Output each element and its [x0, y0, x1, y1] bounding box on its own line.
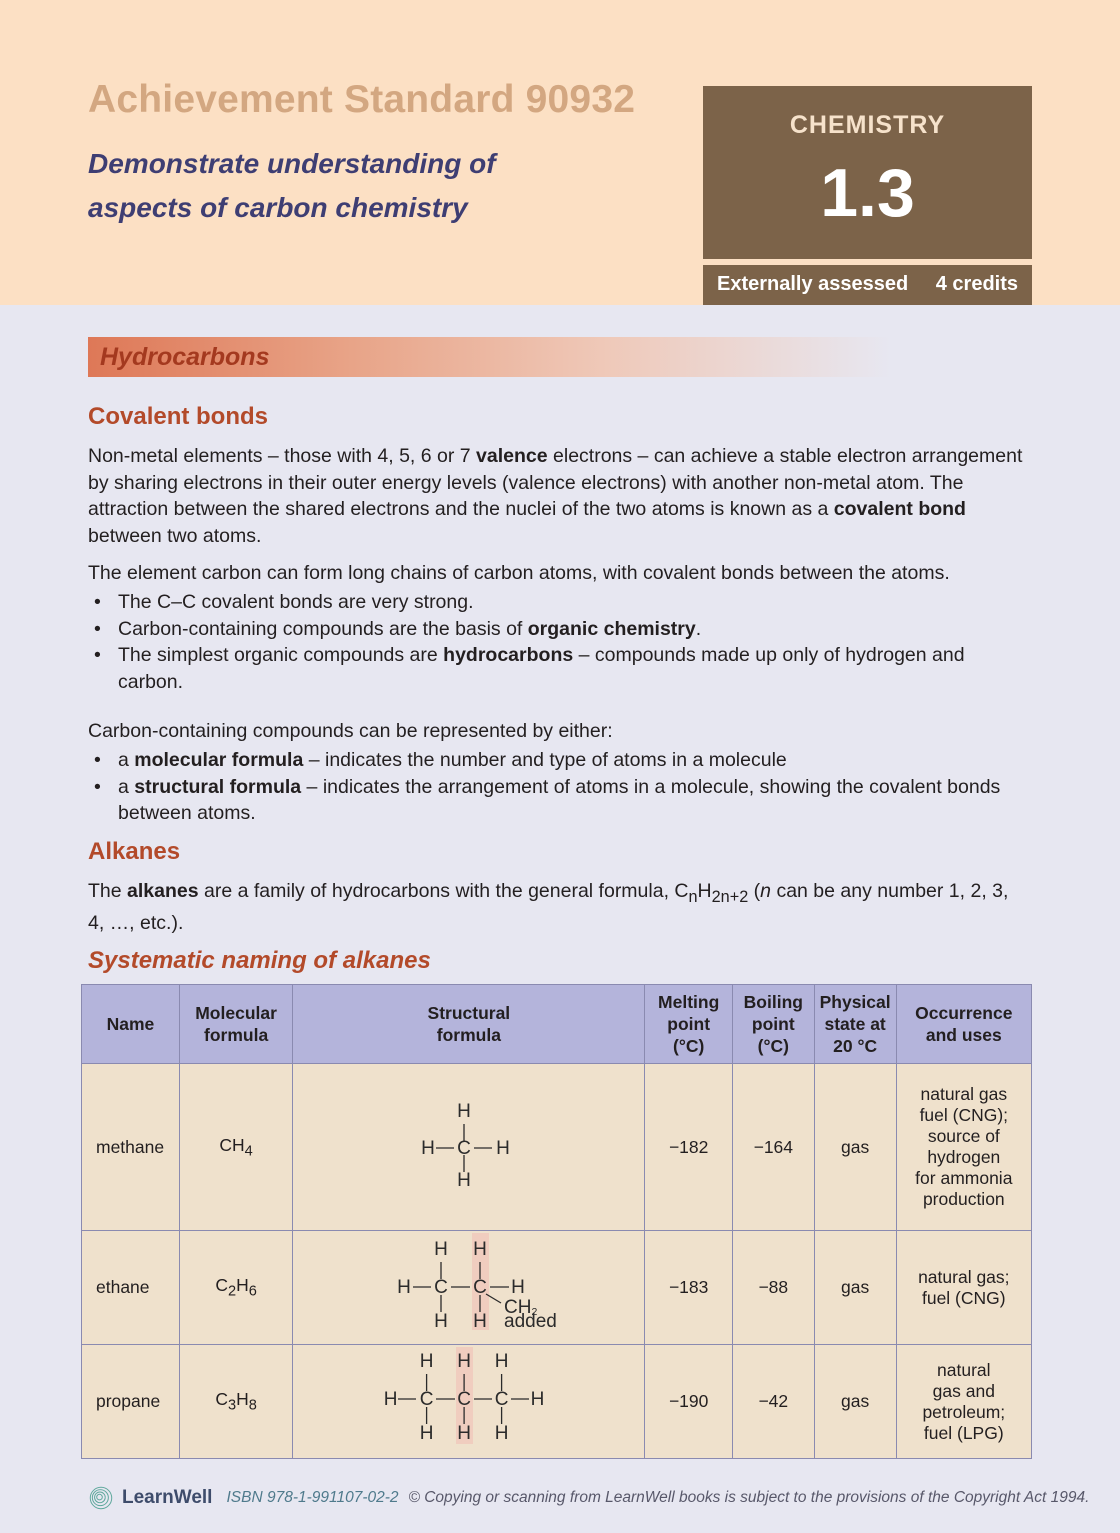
svg-text:added: added [504, 1311, 557, 1332]
svg-text:H: H [458, 1351, 472, 1372]
svg-text:H: H [496, 1138, 510, 1159]
svg-text:C: C [434, 1277, 448, 1298]
svg-text:H: H [495, 1351, 509, 1372]
svg-text:H: H [473, 1311, 487, 1332]
svg-text:H: H [531, 1389, 545, 1410]
svg-text:H: H [421, 1138, 435, 1159]
svg-text:H: H [458, 1423, 472, 1444]
svg-text:H: H [434, 1239, 448, 1260]
svg-text:C: C [458, 1389, 472, 1410]
svg-text:H: H [473, 1239, 487, 1260]
svg-text:C: C [420, 1389, 434, 1410]
svg-text:H: H [457, 1101, 471, 1122]
svg-text:H: H [384, 1389, 398, 1410]
svg-text:H: H [511, 1277, 525, 1298]
svg-text:C: C [495, 1389, 509, 1410]
svg-text:H: H [420, 1351, 434, 1372]
svg-text:H: H [397, 1277, 411, 1298]
svg-text:H: H [420, 1423, 434, 1444]
svg-text:C: C [473, 1277, 487, 1298]
svg-text:H: H [434, 1311, 448, 1332]
svg-text:H: H [457, 1170, 471, 1191]
svg-text:C: C [457, 1138, 471, 1159]
svg-text:H: H [495, 1423, 509, 1444]
